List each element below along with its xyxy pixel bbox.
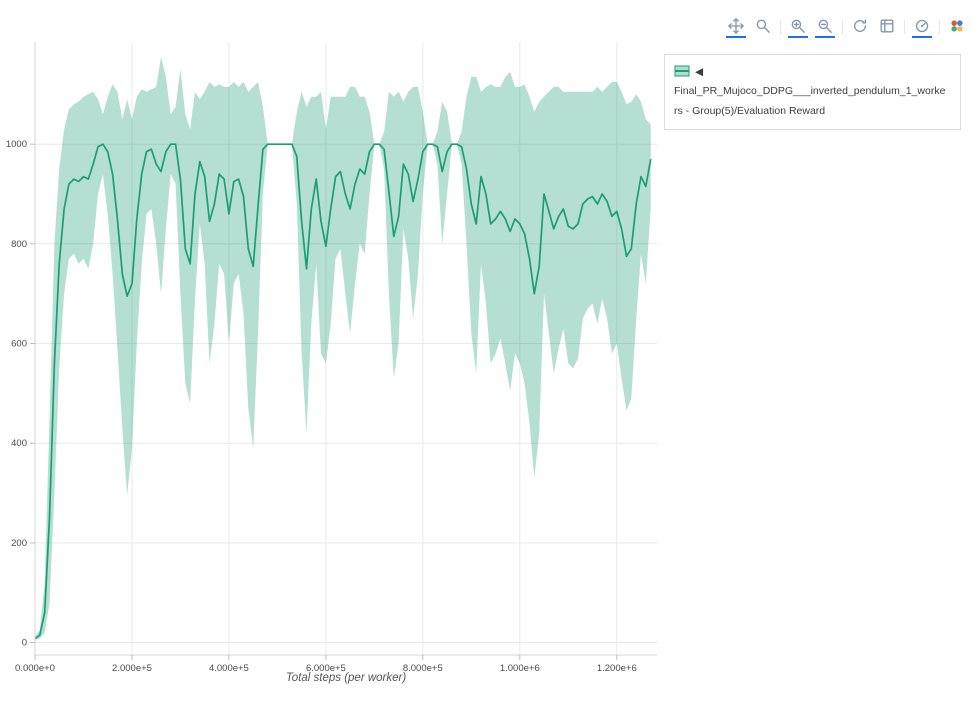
- modebar: [726, 16, 967, 38]
- hover-closest-button[interactable]: [912, 16, 932, 38]
- autoscale-button[interactable]: [850, 16, 870, 38]
- svg-text:400: 400: [11, 438, 27, 449]
- svg-text:600: 600: [11, 339, 27, 350]
- mean-line: [34, 143, 652, 640]
- modebar-separator: [904, 20, 905, 34]
- plotly-logo-button[interactable]: [947, 16, 967, 38]
- x-axis-ticks: 0.000e+0 2.000e+5 4.000e+5 6.000e+5 8.000e+5…: [15, 655, 637, 674]
- reset-axes-icon: [880, 19, 894, 33]
- zoom-icon: [756, 19, 770, 33]
- svg-text:6.000e+5: 6.000e+5: [306, 663, 346, 674]
- reset-axes-button[interactable]: [877, 16, 897, 38]
- svg-text:2.000e+5: 2.000e+5: [112, 663, 152, 674]
- zoom-out-icon: [818, 19, 832, 33]
- legend-swatch-icon: [674, 65, 690, 77]
- legend-label: ◀ Final_PR_Mujoco_DDPG___inverted_pendul…: [674, 66, 946, 117]
- zoom-in-button[interactable]: [788, 16, 808, 38]
- svg-text:4.000e+5: 4.000e+5: [209, 663, 249, 674]
- zoom-out-button[interactable]: [815, 16, 835, 38]
- svg-text:0.000e+0: 0.000e+0: [15, 663, 55, 674]
- confidence-band: [35, 57, 651, 640]
- svg-text:1000: 1000: [6, 139, 27, 150]
- autoscale-icon: [854, 19, 866, 32]
- reward-chart[interactable]: 0.000e+0 2.000e+5 4.000e+5 6.000e+5 8.000e+5…: [0, 0, 662, 678]
- legend[interactable]: ◀ Final_PR_Mujoco_DDPG___inverted_pendul…: [664, 54, 961, 131]
- svg-text:0: 0: [22, 638, 27, 649]
- modebar-separator: [780, 20, 781, 34]
- svg-text:8.000e+5: 8.000e+5: [403, 663, 443, 674]
- svg-text:1.000e+6: 1.000e+6: [500, 663, 540, 674]
- modebar-separator: [939, 20, 940, 34]
- x-axis-title: Total steps (per worker): [285, 672, 407, 684]
- hover-closest-icon: [915, 19, 929, 33]
- zoom-button[interactable]: [753, 16, 773, 38]
- svg-text:1.200e+6: 1.200e+6: [597, 663, 637, 674]
- svg-text:800: 800: [11, 239, 27, 250]
- gridlines: [34, 42, 657, 655]
- pan-button[interactable]: [726, 16, 746, 38]
- y-axis-ticks: 0 200 400 600 800 1000: [6, 139, 35, 649]
- plotly-logo-icon: [951, 20, 963, 32]
- svg-text:200: 200: [11, 538, 27, 549]
- pan-icon: [728, 18, 744, 34]
- modebar-separator: [842, 20, 843, 34]
- zoom-in-icon: [791, 19, 805, 33]
